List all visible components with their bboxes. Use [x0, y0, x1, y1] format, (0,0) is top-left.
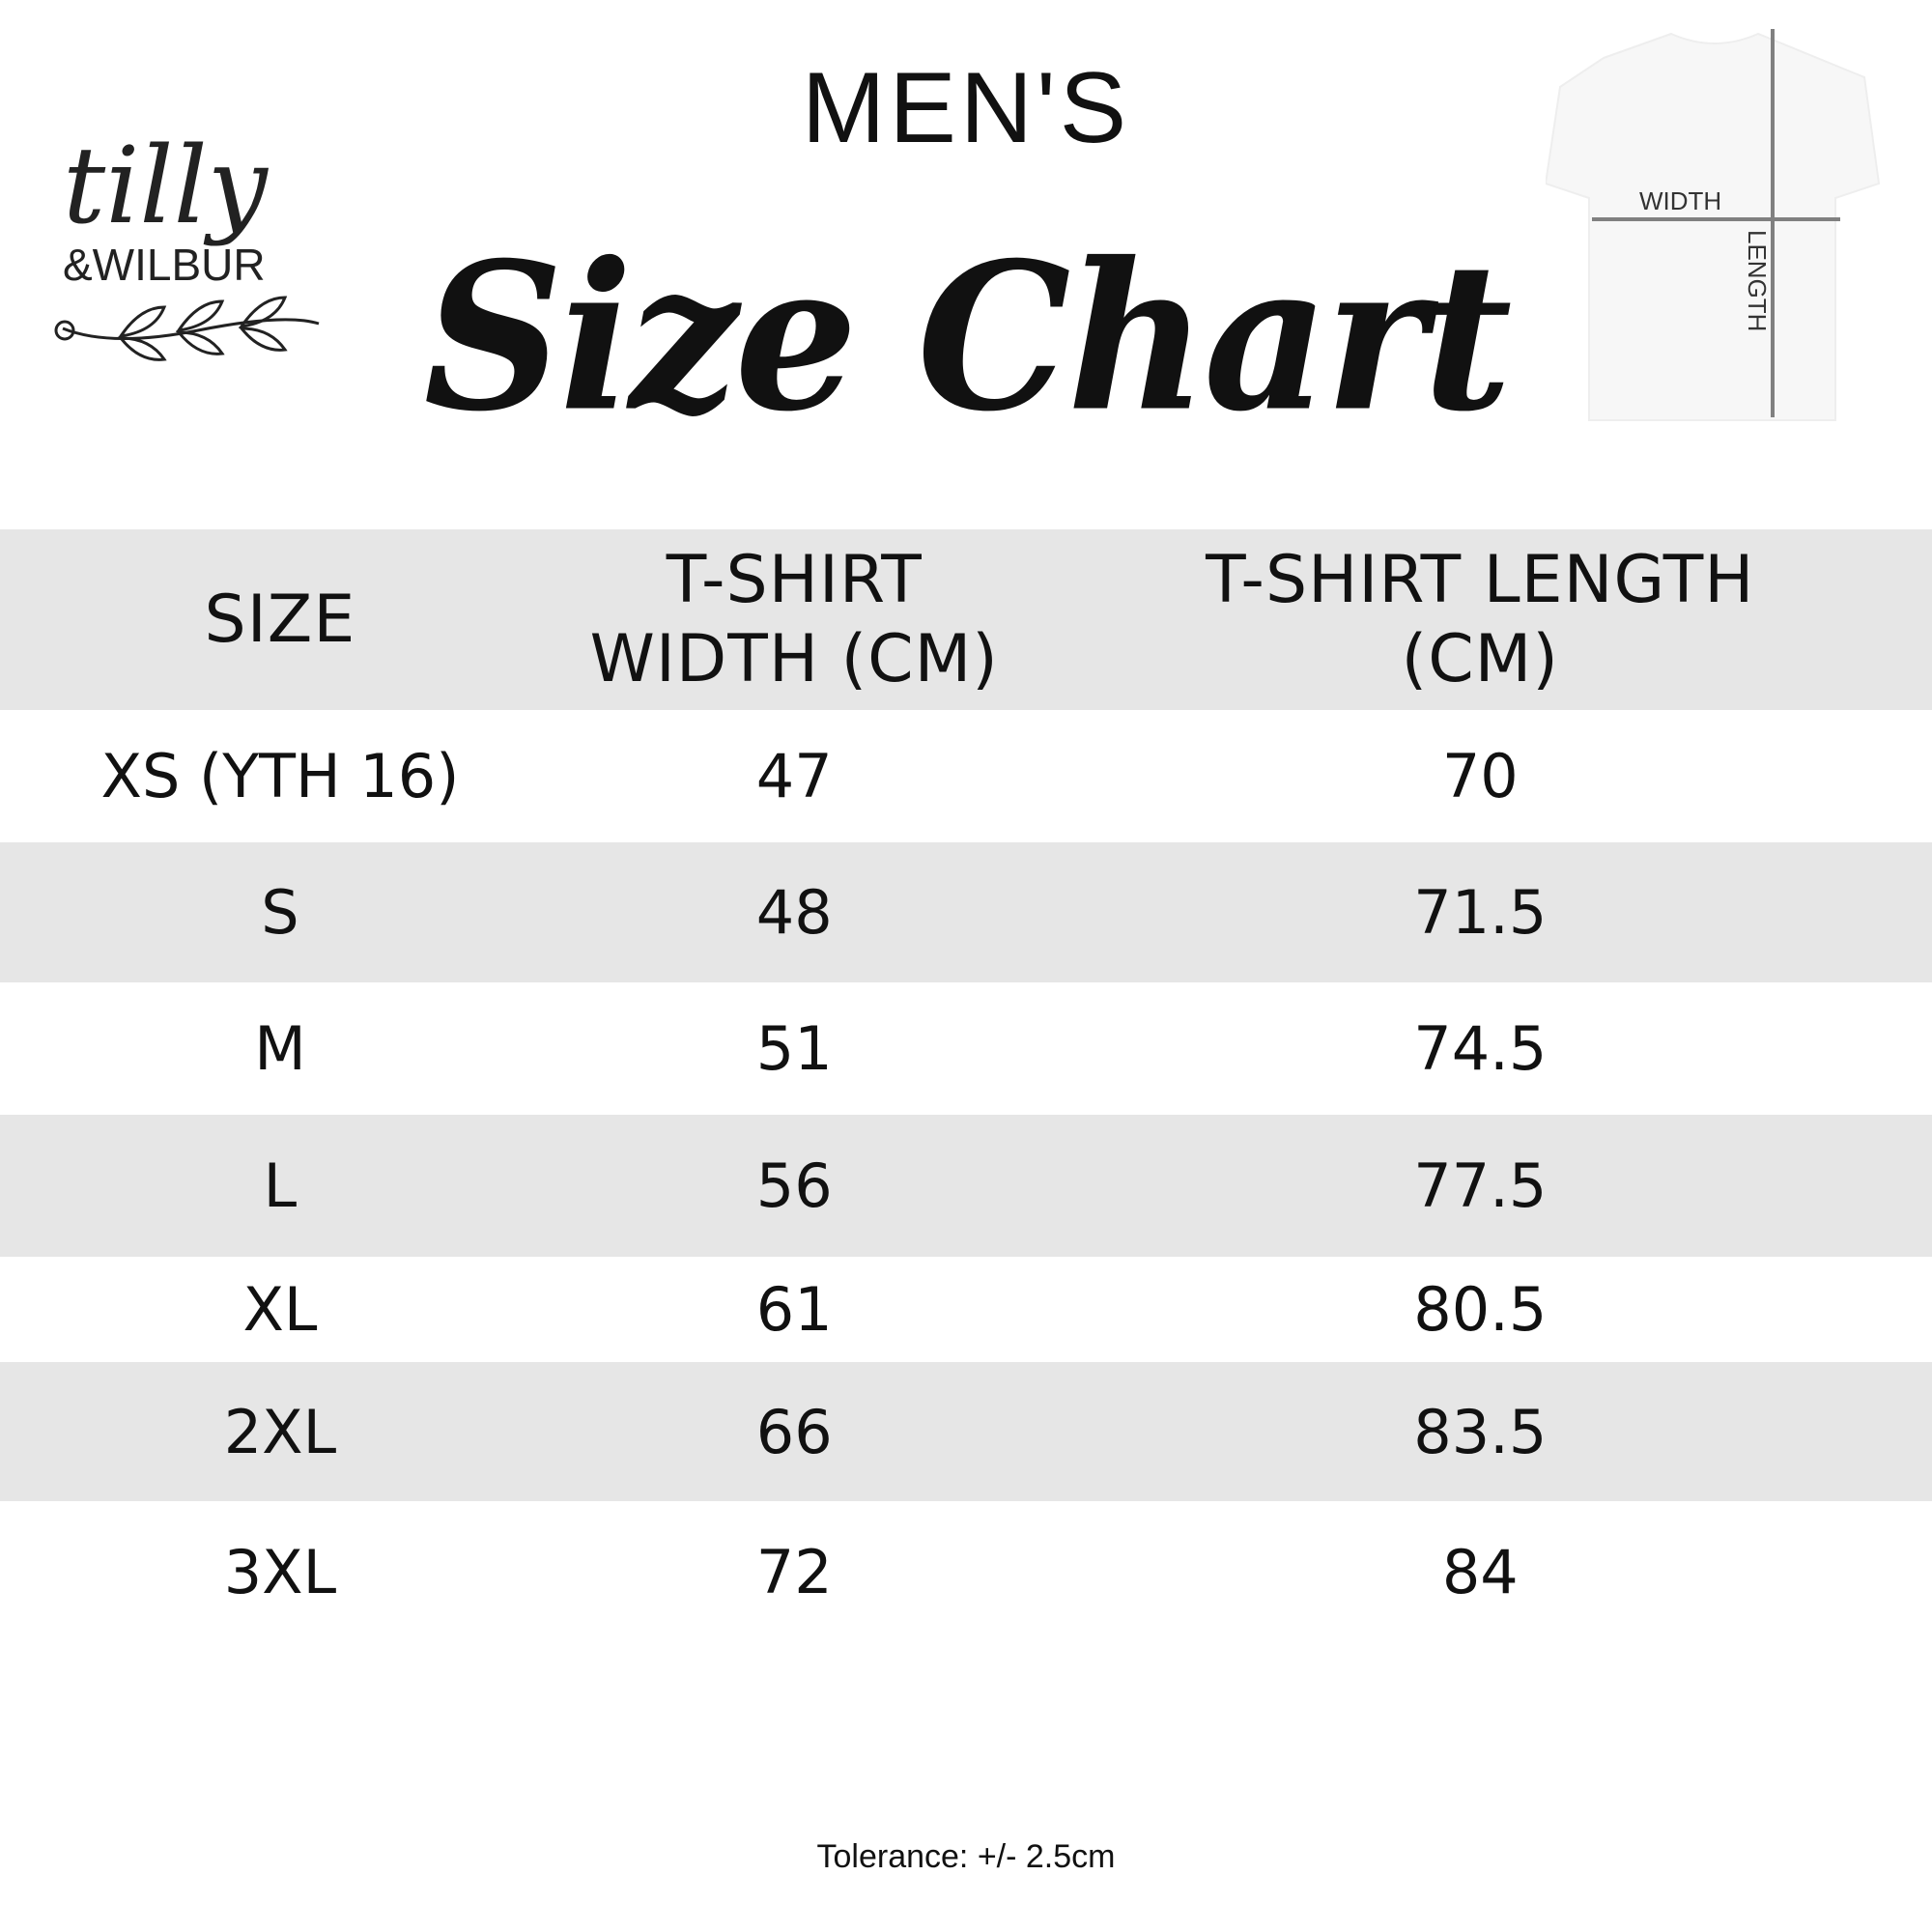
page-title: Size Chart — [423, 218, 1513, 457]
length-cell: 77.5 — [1413, 1151, 1548, 1221]
table-row: XS (YTH 16) 47 70 — [0, 710, 1932, 842]
table-row: M 51 74.5 — [0, 982, 1932, 1115]
length-label: LENGTH — [1743, 230, 1772, 331]
tolerance-note: Tolerance: +/- 2.5cm — [816, 1838, 1116, 1875]
size-cell: S — [261, 877, 299, 948]
table-row: 2XL 66 83.5 — [0, 1362, 1932, 1501]
column-header-width: T-SHIRT WIDTH (CM) — [589, 541, 999, 697]
length-cell: 83.5 — [1413, 1396, 1548, 1467]
size-cell: 2XL — [223, 1396, 337, 1467]
svg-text:tilly: tilly — [63, 124, 270, 247]
length-cell: 84 — [1441, 1536, 1519, 1607]
svg-text:&WILBUR: &WILBUR — [63, 240, 266, 290]
width-cell: 47 — [755, 741, 833, 811]
width-cell: 56 — [755, 1151, 833, 1221]
size-cell: 3XL — [223, 1536, 337, 1607]
page-subtitle: MEN'S — [801, 52, 1131, 164]
table-row: L 56 77.5 — [0, 1115, 1932, 1257]
column-header-length: T-SHIRT LENGTH (CM) — [1206, 541, 1755, 697]
width-cell: 48 — [755, 877, 833, 948]
size-cell: M — [254, 1013, 306, 1084]
length-cell: 74.5 — [1413, 1013, 1548, 1084]
length-cell: 70 — [1441, 741, 1519, 811]
size-cell: L — [263, 1151, 298, 1221]
length-cell: 71.5 — [1413, 877, 1548, 948]
width-cell: 51 — [755, 1013, 833, 1084]
width-cell: 72 — [755, 1536, 833, 1607]
table-row: XL 61 80.5 — [0, 1257, 1932, 1362]
width-cell: 61 — [755, 1274, 833, 1345]
length-cell: 80.5 — [1413, 1274, 1548, 1345]
width-label: WIDTH — [1639, 186, 1721, 215]
tshirt-measure-diagram: WIDTH LENGTH — [1546, 29, 1881, 421]
width-cell: 66 — [755, 1396, 833, 1467]
column-header-size: SIZE — [204, 581, 356, 658]
size-cell: XS (YTH 16) — [100, 741, 460, 811]
tilly-wilbur-logo: tilly &WILBUR — [54, 124, 320, 361]
table-row: S 48 71.5 — [0, 842, 1932, 982]
table-header-row: SIZE T-SHIRT WIDTH (CM) T-SHIRT LENGTH (… — [0, 529, 1932, 710]
table-row: 3XL 72 84 — [0, 1501, 1932, 1642]
size-table: SIZE T-SHIRT WIDTH (CM) T-SHIRT LENGTH (… — [0, 529, 1932, 1642]
size-cell: XL — [242, 1274, 318, 1345]
